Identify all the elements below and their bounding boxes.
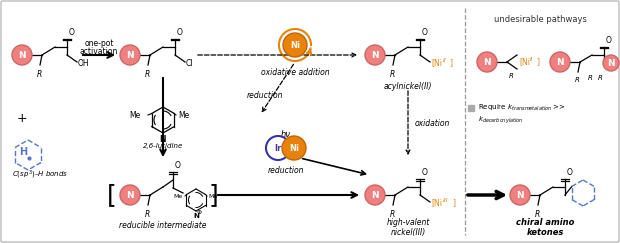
Circle shape	[12, 45, 32, 65]
Text: R: R	[598, 75, 603, 81]
Circle shape	[603, 55, 619, 71]
Text: R: R	[144, 210, 149, 219]
Text: OH: OH	[78, 59, 90, 68]
Text: Require $k_{transmetalation}$ >>: Require $k_{transmetalation}$ >>	[478, 103, 566, 113]
Text: high-valent: high-valent	[386, 218, 430, 227]
Text: $C(sp^3)$–$H$ bonds: $C(sp^3)$–$H$ bonds	[12, 169, 68, 181]
Text: R: R	[509, 73, 514, 79]
Text: O: O	[606, 36, 612, 45]
Text: N: N	[371, 51, 379, 60]
Text: oxidative addition: oxidative addition	[260, 68, 329, 77]
Text: II: II	[443, 58, 447, 62]
Circle shape	[266, 136, 290, 160]
Text: N: N	[193, 213, 199, 219]
Text: N: N	[126, 51, 134, 60]
Text: Cl: Cl	[186, 59, 193, 68]
Circle shape	[365, 45, 385, 65]
Text: O: O	[567, 168, 573, 177]
Text: Me: Me	[129, 111, 140, 120]
Text: hν: hν	[281, 130, 291, 139]
Text: R: R	[37, 70, 42, 79]
Circle shape	[120, 45, 140, 65]
Text: ketones: ketones	[526, 228, 564, 237]
Text: reducible intermediate: reducible intermediate	[119, 220, 206, 229]
Text: O: O	[177, 28, 183, 37]
Text: ⊕: ⊕	[197, 210, 202, 215]
Text: R: R	[389, 70, 394, 79]
Text: chiral amino: chiral amino	[516, 218, 574, 227]
Text: acylnickel(II): acylnickel(II)	[384, 82, 432, 91]
Circle shape	[365, 185, 385, 205]
Text: $k_{decarbonylation}$: $k_{decarbonylation}$	[478, 114, 523, 126]
Text: Ni: Ni	[290, 41, 300, 50]
Text: H: H	[19, 147, 27, 157]
Text: reduction: reduction	[268, 166, 304, 175]
Text: activation: activation	[80, 46, 118, 55]
Text: nickel(III): nickel(III)	[391, 228, 425, 237]
Text: Ir: Ir	[275, 144, 281, 153]
Text: [Ni: [Ni	[431, 199, 442, 208]
Text: R: R	[389, 210, 394, 219]
Text: Me: Me	[178, 111, 189, 120]
Text: II: II	[530, 57, 533, 61]
Text: +: +	[17, 112, 27, 124]
Circle shape	[120, 185, 140, 205]
Text: Me: Me	[208, 193, 217, 199]
Text: O: O	[175, 161, 181, 170]
Circle shape	[282, 136, 306, 160]
Text: N: N	[371, 191, 379, 200]
Text: N: N	[126, 191, 134, 200]
Text: [Ni: [Ni	[431, 59, 442, 68]
Text: R: R	[144, 70, 149, 79]
Text: N: N	[556, 58, 564, 67]
Text: ]: ]	[452, 199, 455, 208]
Text: one-pot: one-pot	[84, 40, 113, 49]
Text: [: [	[107, 183, 117, 207]
Text: R: R	[575, 77, 580, 83]
Text: Me: Me	[174, 193, 183, 199]
Text: N: N	[18, 51, 26, 60]
Text: N: N	[483, 58, 491, 67]
Circle shape	[550, 52, 570, 72]
Text: R: R	[588, 75, 593, 81]
Text: Ni: Ni	[289, 144, 299, 153]
Text: III: III	[443, 198, 449, 202]
Text: N: N	[516, 191, 524, 200]
Text: N: N	[607, 59, 615, 68]
Text: O: O	[422, 168, 428, 177]
Text: [Ni: [Ni	[519, 58, 530, 67]
Circle shape	[477, 52, 497, 72]
Text: reduction: reduction	[247, 90, 283, 99]
Text: oxidation: oxidation	[415, 119, 450, 128]
Circle shape	[510, 185, 530, 205]
Circle shape	[283, 33, 307, 57]
Text: undesirable pathways: undesirable pathways	[494, 15, 587, 24]
Text: N: N	[160, 135, 166, 144]
Text: O: O	[69, 28, 75, 37]
Bar	[468, 105, 474, 111]
Text: ]: ]	[208, 183, 218, 207]
Text: ]: ]	[536, 58, 539, 67]
Text: R: R	[534, 210, 539, 219]
Text: ]: ]	[449, 59, 452, 68]
Text: 2,6-lutidine: 2,6-lutidine	[143, 143, 183, 149]
Text: O: O	[422, 28, 428, 37]
